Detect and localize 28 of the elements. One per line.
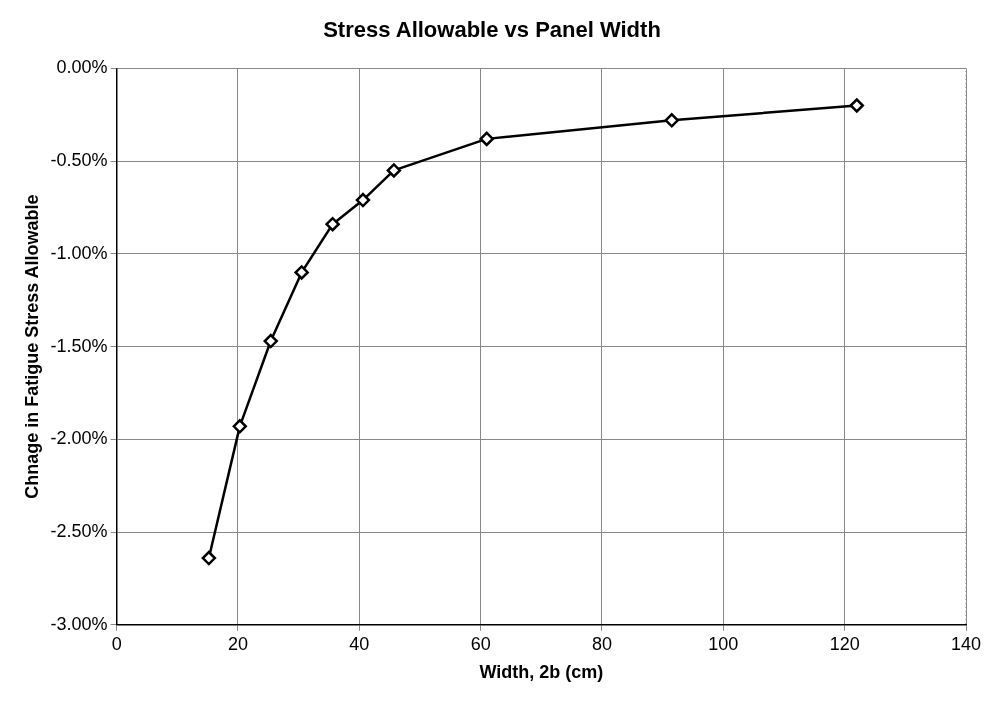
point — [294, 265, 309, 280]
chart-title: Stress Allowable vs Panel Width — [323, 17, 661, 43]
x-tick-label: 140 — [950, 633, 982, 654]
x-tick-label: 120 — [829, 633, 860, 654]
point — [201, 550, 217, 566]
point — [479, 131, 494, 147]
y-tick-label: -1.00% — [50, 242, 108, 263]
y-tick-label: -2.00% — [50, 428, 108, 449]
y-tick-label: -2.50% — [50, 521, 108, 542]
y-tick-label: -0.50% — [50, 150, 108, 171]
point — [232, 419, 248, 434]
point — [664, 113, 680, 128]
point — [325, 216, 340, 232]
x-tick-label: 80 — [591, 633, 612, 654]
y-tick-label: -3.00% — [50, 613, 108, 634]
point — [386, 163, 402, 178]
x-tick-label: 60 — [470, 633, 491, 654]
y-tick-label: -1.50% — [50, 335, 108, 356]
y-tick-label: 0.00% — [56, 57, 108, 78]
point — [355, 192, 371, 208]
x-tick-label: 20 — [227, 633, 248, 654]
x-axis-title: Width, 2b (cm) — [479, 662, 604, 683]
x-tick-label: 0 — [111, 633, 122, 654]
x-tick-label: 100 — [708, 633, 739, 654]
x-tick-label: 40 — [349, 633, 370, 654]
y-axis-title: Chnage in Fatigue Stress Allowable — [21, 194, 42, 499]
point — [263, 333, 278, 349]
point — [849, 98, 865, 113]
